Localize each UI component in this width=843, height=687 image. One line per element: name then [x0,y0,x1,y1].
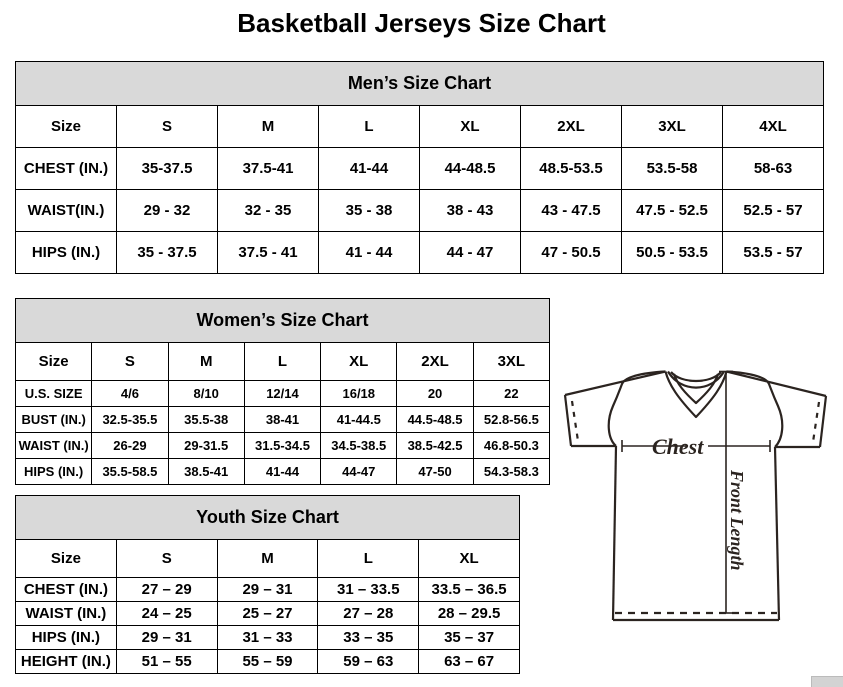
svg-text:Front Length: Front Length [727,469,747,571]
svg-text:Chest: Chest [652,434,704,459]
